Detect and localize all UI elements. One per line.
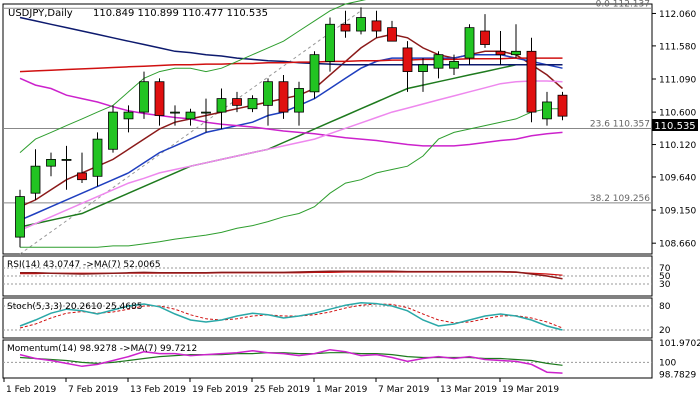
panel-tick-label: 20: [659, 326, 671, 336]
bull-candle-body: [325, 23, 335, 62]
bull-candle-body: [449, 61, 459, 69]
bull-candle-body: [92, 138, 103, 177]
bear-candle-body: [340, 23, 351, 32]
bull-candle-body: [542, 101, 552, 120]
bull-candle-body: [61, 159, 72, 161]
bull-candle-body: [185, 111, 196, 120]
bull-candle-body: [309, 54, 320, 93]
panel-tick-label: 101.9702: [659, 339, 700, 349]
date-axis: 1 Feb 2019 7 Feb 2019 13 Feb 2019 19 Feb 20…: [3, 378, 559, 395]
series-line-pink-ma: [19, 80, 563, 232]
date-tick-label: 7 Feb 2019: [68, 385, 119, 395]
price-tick-label: 112.060: [659, 10, 696, 20]
candles-layer: [15, 7, 568, 248]
momentum-series: 101.9702 100 98.7829: [3, 339, 700, 380]
date-tick-label: 25 Feb 2019: [254, 385, 310, 395]
fib-level-label: 38.2 109.256: [590, 194, 650, 204]
bull-candle-body: [356, 17, 366, 32]
date-tick-label: 1 Mar 2019: [316, 385, 368, 395]
date-tick-label: 13 Feb 2019: [130, 385, 186, 395]
price-tick-label: 109.150: [659, 207, 696, 217]
bear-candle-body: [371, 20, 382, 32]
price-tick-label: 108.660: [659, 240, 696, 250]
bull-candle-body: [263, 81, 273, 106]
date-tick-label: 1 Feb 2019: [6, 385, 57, 395]
bull-candle-body: [433, 54, 444, 69]
bear-candle-body: [232, 98, 242, 106]
date-tick-label: 19 Feb 2019: [192, 385, 248, 395]
bull-candle-body: [247, 98, 258, 110]
fib-level-label: 23.6 110.357: [590, 120, 650, 130]
price-axis: 112.060 111.580 111.090 110.600 110.120 109.6…: [652, 10, 696, 250]
stoch-d-line: [19, 303, 563, 329]
ohlc-header: 110.849 110.899 110.477 110.535: [93, 8, 268, 19]
panel-tick-label: 100: [659, 358, 676, 368]
bear-candle-body: [77, 172, 87, 181]
bull-candle-body: [46, 159, 56, 167]
momentum-panel: 101.9702 100 98.7829 Momentum(14) 98.9278 …: [2, 339, 700, 380]
fib-level-label: 0.0 112.137: [596, 0, 650, 9]
bull-candle-body: [170, 111, 180, 114]
price-tick-label: 111.090: [659, 76, 696, 86]
bear-candle-body: [278, 81, 289, 113]
last-price-label: 110.535: [654, 121, 695, 132]
stoch-series: 80 20: [3, 302, 671, 336]
stoch-panel-frame: [2, 297, 653, 339]
dashed-trendline: [19, 10, 362, 255]
panel-tick-label: 50: [659, 272, 671, 282]
last-price-box: [652, 119, 698, 131]
momentum-line: [19, 348, 563, 374]
price-tick-label: 109.640: [659, 173, 696, 183]
bull-candle-body: [108, 111, 118, 150]
bear-candle-body: [495, 50, 506, 56]
series-line-upper-band: [19, 0, 367, 153]
price-tick-label: 110.600: [659, 109, 696, 119]
bear-candle-body: [387, 27, 397, 42]
bull-candle-body: [201, 111, 211, 114]
momentum-label: Momentum(14) 98.9278 ->MA(7) 99.7212: [7, 344, 197, 354]
bear-candle-body: [480, 30, 490, 45]
stoch-label: Stoch(5,3,3) 20.2610 25.4685: [7, 302, 142, 312]
series-line-red-ma: [19, 57, 563, 73]
main-price-panel: 0.0 112.137 23.6 110.357 38.2 109.256 112.…: [2, 0, 698, 255]
rsi-label: RSI(14) 43.0747 ->MA(7) 52.0065: [7, 260, 161, 270]
bull-candle-body: [139, 81, 149, 113]
panel-tick-label: 70: [659, 264, 671, 274]
price-tick-label: 110.120: [659, 141, 696, 151]
bull-candle-body: [511, 50, 521, 56]
chart-title: USDJPY,Daily: [8, 8, 73, 19]
bear-candle-body: [154, 81, 165, 116]
panel-tick-label: 98.7829: [659, 370, 696, 380]
bull-candle-body: [216, 98, 227, 113]
series-line-green-ma: [19, 64, 563, 228]
momentum-panel-frame: [2, 339, 653, 379]
rsi-line: [20, 270, 563, 280]
series-line-lower-band: [20, 108, 563, 248]
series-line-magenta-ma: [19, 77, 563, 147]
bear-candle-body: [557, 94, 568, 117]
panel-tick-label: 30: [659, 280, 671, 290]
trendline-layer: [19, 10, 362, 255]
bull-candle-body: [464, 27, 475, 59]
bear-candle-body: [402, 47, 413, 72]
stoch-k-line: [19, 302, 563, 331]
panel-tick-label: 80: [659, 302, 671, 312]
date-tick-label: 7 Mar 2019: [378, 385, 430, 395]
moving-average-lines: [19, 0, 563, 248]
date-tick-label: 19 Mar 2019: [502, 385, 559, 395]
bull-candle-body: [123, 111, 134, 120]
bull-candle-body: [294, 88, 304, 113]
bull-candle-body: [30, 165, 41, 194]
bull-candle-body: [418, 64, 428, 72]
bear-candle-body: [526, 50, 537, 113]
price-tick-label: 111.580: [659, 42, 696, 52]
stoch-panel: 80 20 Stoch(5,3,3) 20.2610 25.4685: [2, 297, 671, 339]
date-tick-label: 13 Mar 2019: [440, 385, 497, 395]
bull-candle-body: [15, 196, 25, 238]
